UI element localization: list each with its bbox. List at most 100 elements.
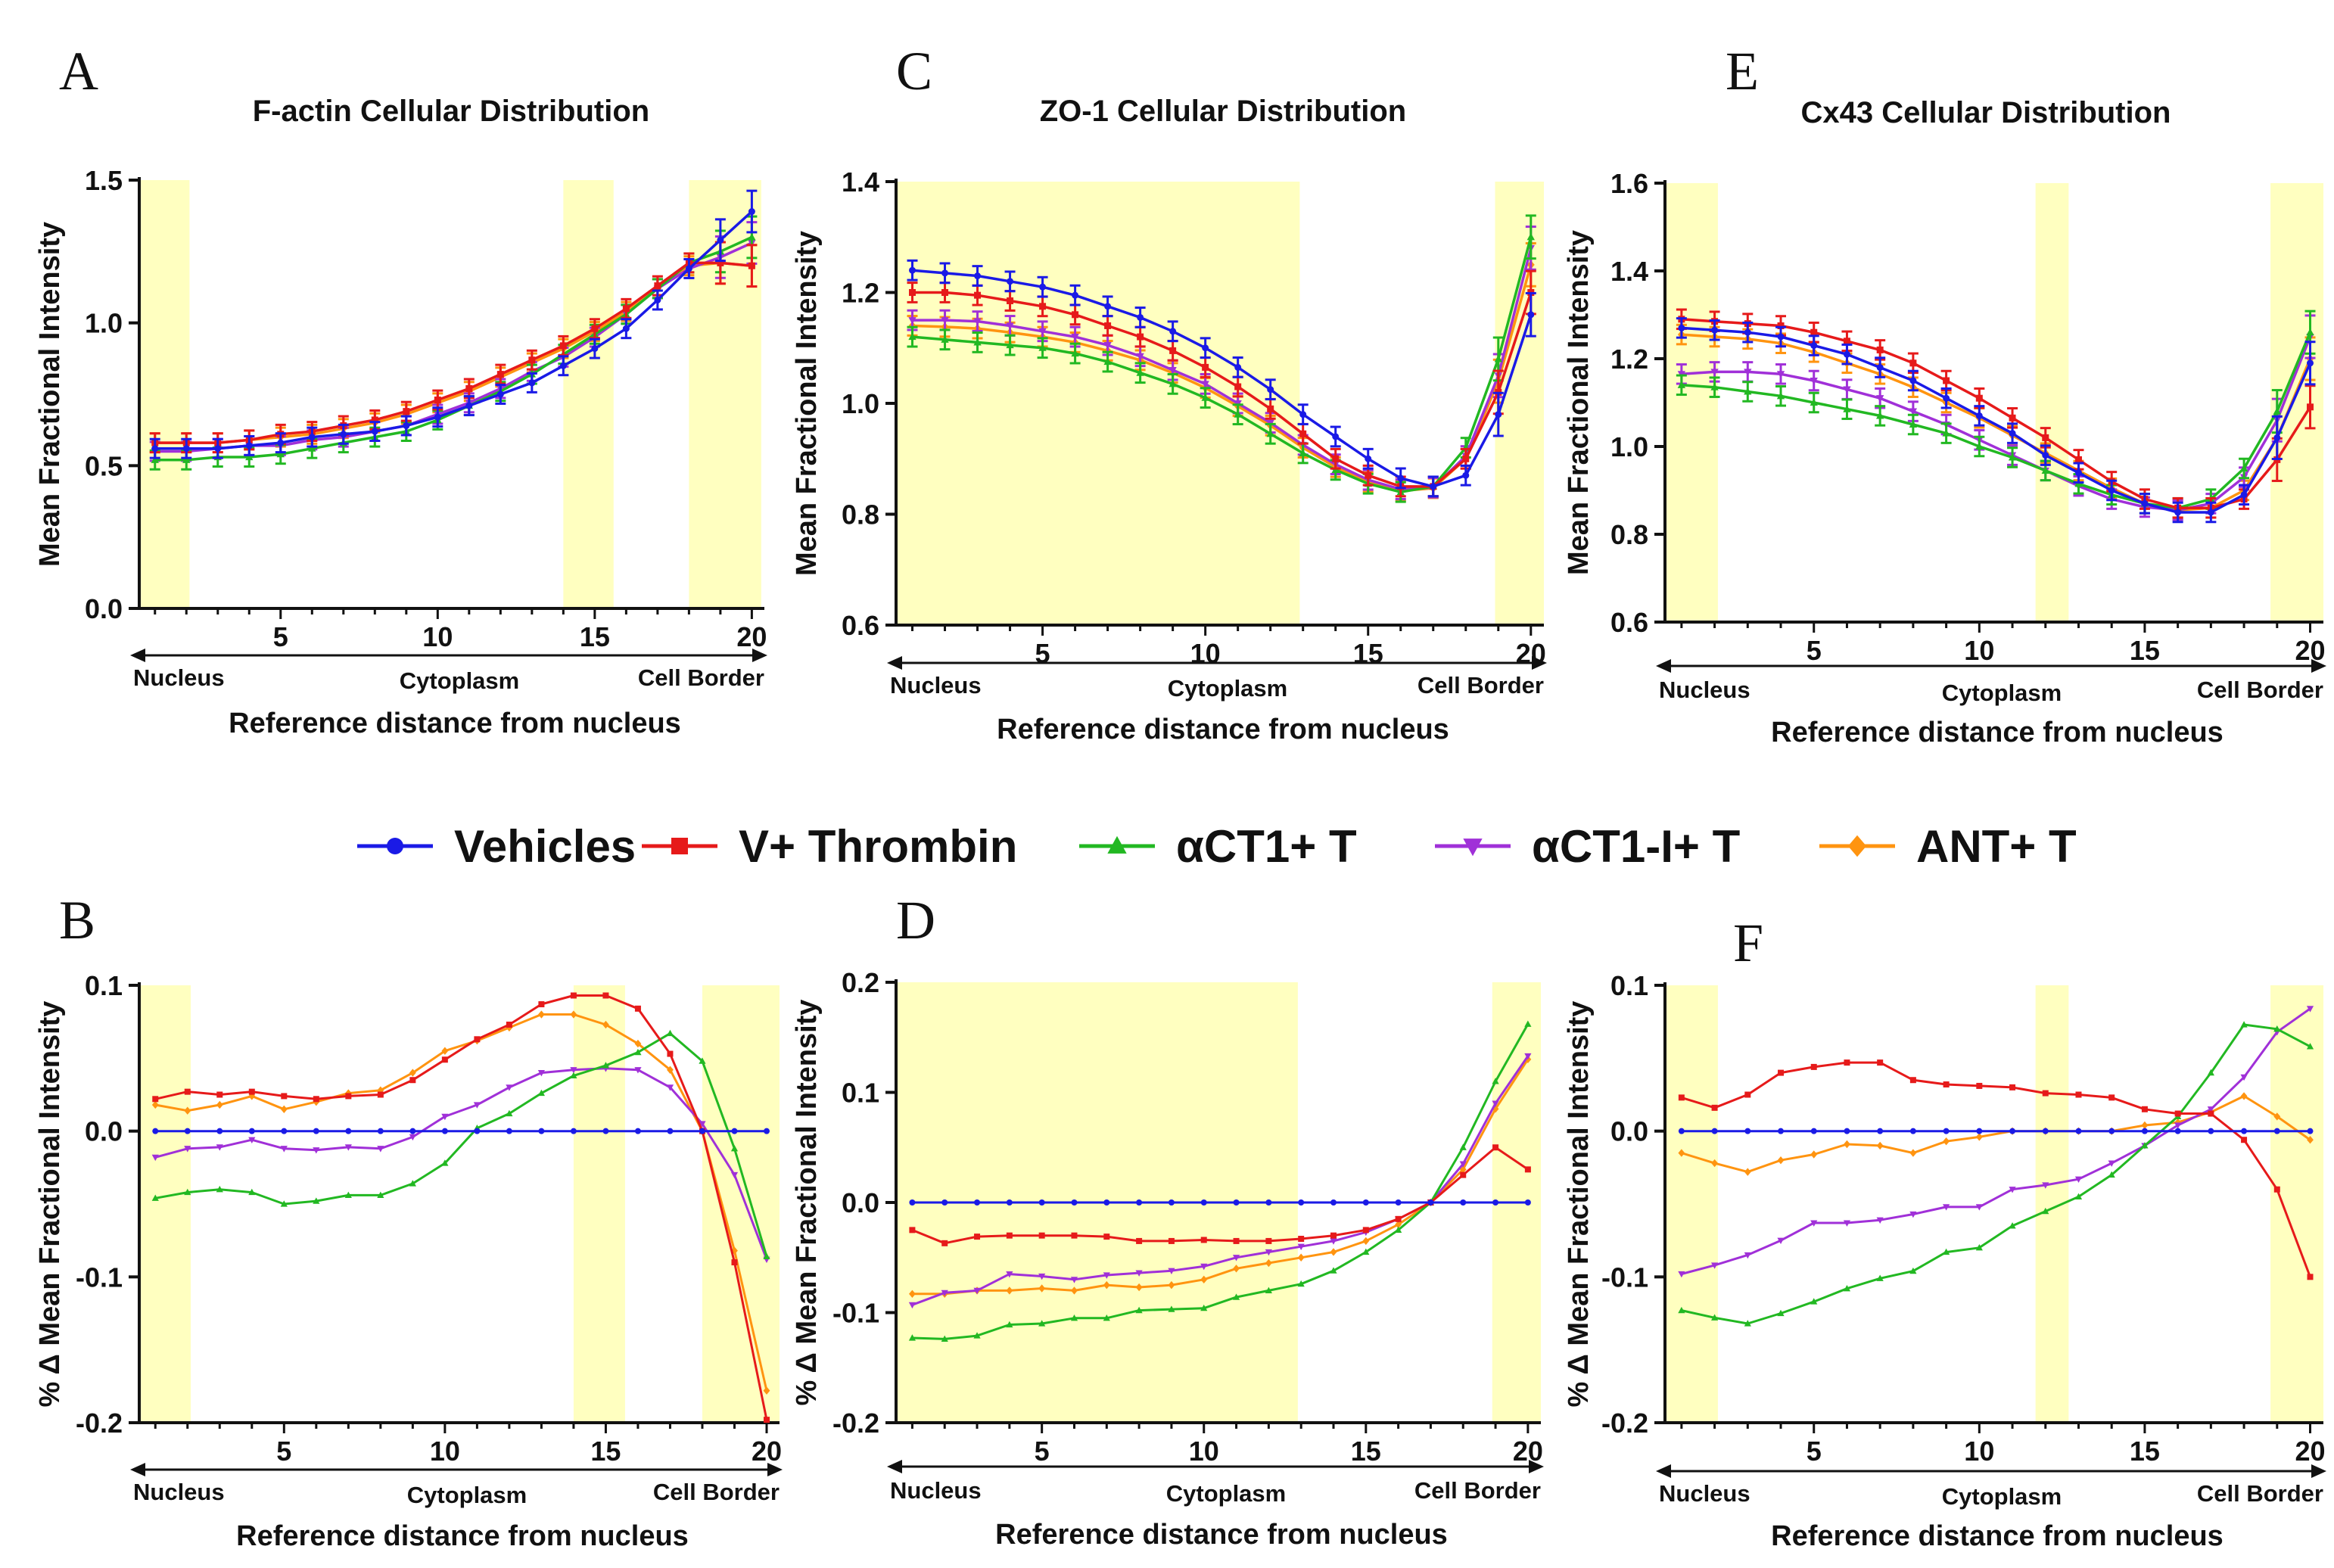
data-point	[1071, 349, 1079, 357]
series-vehicles	[149, 189, 758, 459]
highlight-band	[573, 985, 625, 1423]
data-point	[2273, 1025, 2281, 1032]
data-point	[1299, 411, 1307, 418]
series-vehicles	[1676, 317, 2316, 524]
x-tick-label: 10	[430, 1436, 460, 1467]
data-point	[1070, 1314, 1078, 1321]
series-act1-i-t	[149, 221, 758, 462]
data-point	[667, 1128, 674, 1134]
data-point	[1678, 1128, 1685, 1134]
data-point	[1427, 1199, 1434, 1206]
x-tick-label: 15	[1351, 1436, 1381, 1467]
data-point	[1038, 1284, 1046, 1293]
data-point	[1976, 1082, 1983, 1089]
data-point	[473, 1102, 481, 1109]
legend-marker	[1847, 835, 1867, 857]
data-point	[909, 1227, 916, 1234]
data-point	[1844, 1059, 1850, 1066]
series-act1-t	[149, 215, 758, 471]
series-line	[154, 235, 753, 462]
y-tick-label: 1.0	[842, 388, 879, 419]
data-point	[403, 422, 410, 430]
data-point	[2009, 414, 2016, 422]
data-point	[313, 1128, 319, 1134]
data-point	[1266, 429, 1274, 437]
data-point	[344, 1191, 352, 1199]
data-point	[1744, 1320, 1751, 1327]
data-point	[1711, 1159, 1718, 1168]
data-point	[699, 1057, 706, 1064]
data-point	[908, 1334, 916, 1341]
data-point	[1776, 391, 1785, 400]
legend-item: αCT1-I+ T	[1435, 821, 1740, 872]
data-point	[1777, 1156, 1785, 1165]
highlight-band	[563, 180, 614, 608]
arrow-head-right	[1529, 1460, 1544, 1473]
data-point	[1395, 1215, 1402, 1222]
highlight-band	[1665, 985, 1718, 1423]
data-point	[1135, 1306, 1143, 1314]
y-tick-label: 0.8	[842, 499, 879, 530]
series-v-thrombin	[1676, 308, 2316, 519]
x-tick-label: 15	[1353, 638, 1383, 669]
data-point	[2273, 1128, 2280, 1134]
data-point	[409, 1128, 416, 1134]
data-point	[1843, 338, 1850, 345]
data-point	[2307, 1274, 2314, 1280]
data-point	[2306, 1006, 2314, 1013]
data-point	[1006, 1271, 1013, 1278]
data-point	[151, 1154, 159, 1162]
data-point	[731, 1246, 738, 1255]
data-point	[570, 992, 577, 999]
data-point	[2009, 1187, 2016, 1193]
data-point	[345, 1093, 352, 1100]
legend-item: αCT1+ T	[1079, 821, 1357, 872]
series-line	[154, 1067, 768, 1260]
data-point	[1494, 355, 1502, 362]
region-label-cell-border: Cell Border	[1418, 672, 1544, 698]
series-v-thrombin	[152, 992, 770, 1423]
data-point	[1975, 1133, 1983, 1141]
region-label-cell-border: Cell Border	[2197, 1480, 2323, 1507]
data-point	[1038, 1273, 1046, 1280]
data-point	[1430, 483, 1437, 490]
arrow-head-left	[887, 1460, 902, 1473]
series-line	[911, 1146, 1529, 1245]
data-point	[1332, 455, 1340, 462]
legend-marker	[1107, 835, 1127, 854]
data-point	[1200, 1304, 1208, 1311]
data-point	[2074, 1193, 2083, 1199]
data-point	[403, 408, 410, 415]
data-point	[2108, 1128, 2115, 1134]
data-point	[1103, 1199, 1110, 1206]
highlight-band	[139, 180, 190, 608]
data-point	[2306, 1043, 2314, 1050]
data-point	[685, 265, 692, 272]
data-point	[1909, 1128, 1916, 1134]
data-point	[528, 356, 536, 364]
region-label-cytoplasm: Cytoplasm	[407, 1482, 527, 1508]
data-point	[1975, 442, 1984, 450]
data-point	[248, 1128, 255, 1134]
data-point	[1744, 328, 1751, 336]
data-point	[2307, 1128, 2314, 1134]
data-point	[1298, 1236, 1305, 1243]
data-point	[1234, 410, 1242, 418]
data-point	[245, 442, 253, 450]
data-point	[1843, 1220, 1851, 1227]
data-point	[1875, 412, 1884, 419]
data-point	[216, 1128, 223, 1134]
data-point	[537, 1089, 546, 1097]
data-point	[496, 390, 504, 398]
data-point	[2074, 1176, 2083, 1184]
panel-F: F -0.2 -0.1 0.0 0.1 5 10 15 20 % Δ Mean Fractiona…	[1563, 913, 2326, 1552]
legend-item: Vehicles	[357, 821, 636, 872]
data-point	[1943, 377, 1950, 384]
data-point	[1459, 1161, 1467, 1168]
data-point	[1527, 311, 1535, 319]
data-point	[559, 362, 567, 369]
data-point	[654, 296, 661, 303]
data-point	[248, 1137, 256, 1144]
data-point	[570, 1128, 577, 1134]
x-axis-label: Reference distance from nucleus	[997, 714, 1449, 745]
